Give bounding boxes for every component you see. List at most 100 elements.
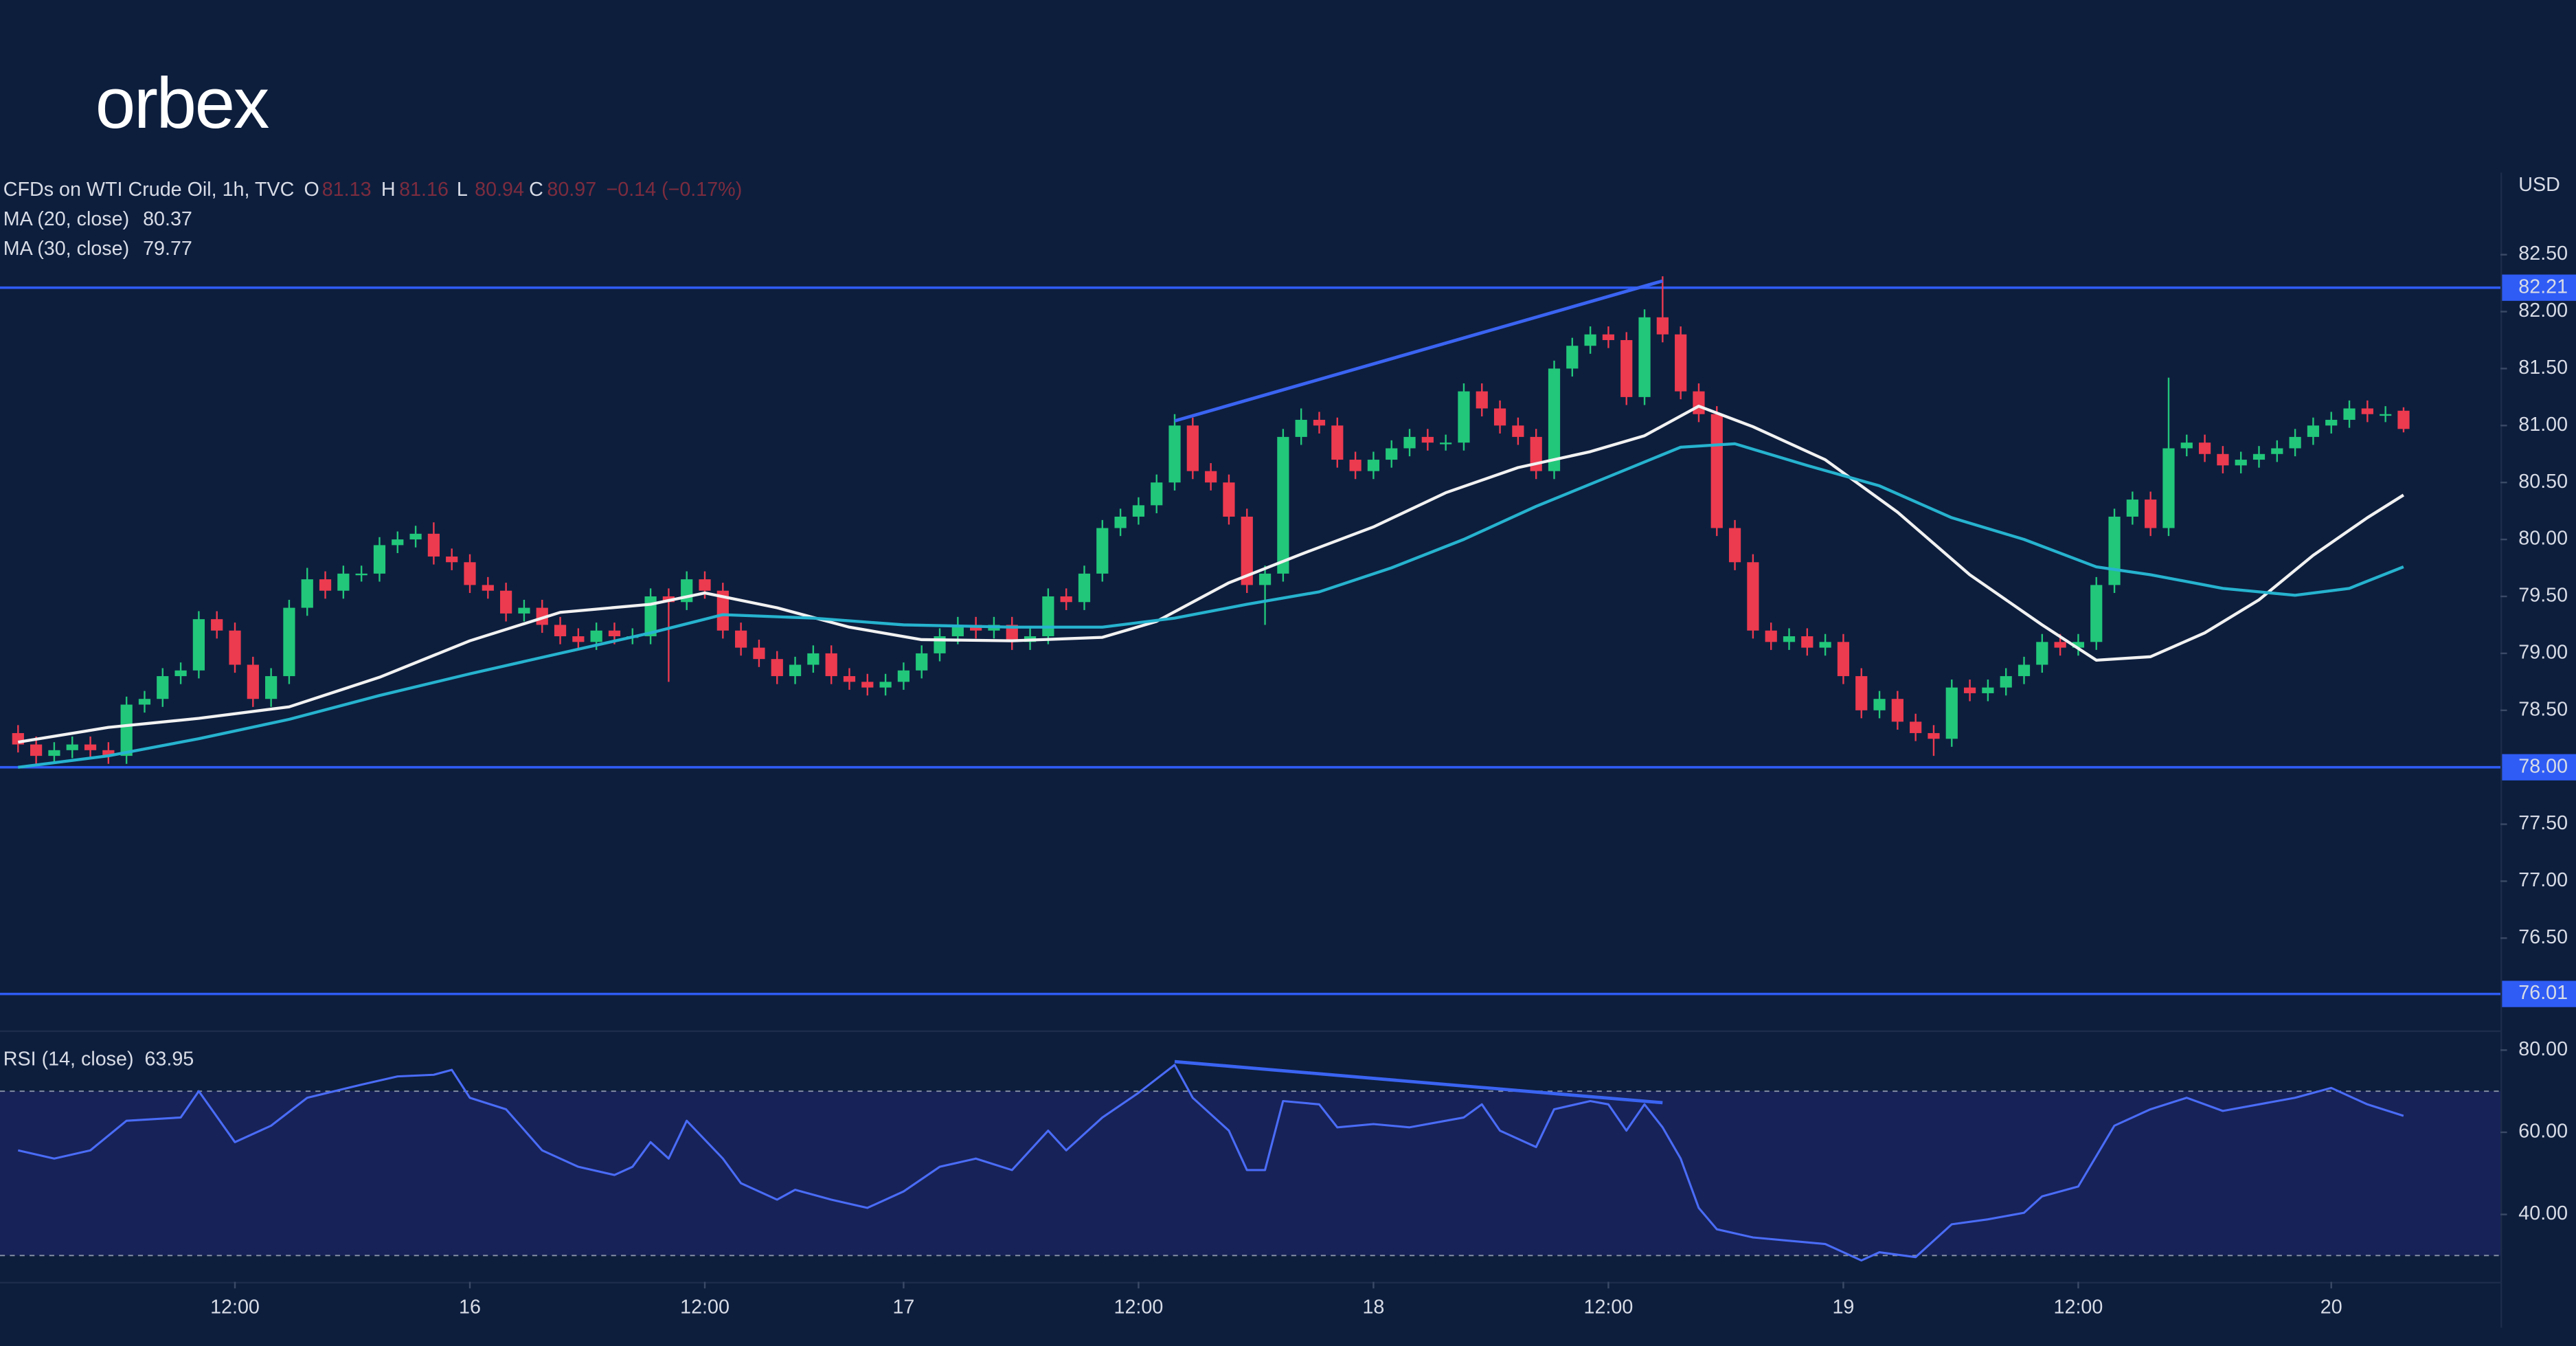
candle-body [825, 653, 837, 677]
candle-body [30, 744, 43, 756]
candle-body [1891, 699, 1903, 722]
level-label: 82.21 [2518, 276, 2568, 298]
candle-body [2380, 414, 2392, 416]
rsi-legend: RSI (14, close) [3, 1048, 134, 1070]
candle-body [1042, 596, 1054, 637]
candle-body [716, 590, 729, 631]
candle-body [319, 579, 332, 591]
candle-body [2090, 585, 2103, 642]
ohlc-label: C [529, 179, 543, 201]
candle-body [2235, 460, 2247, 466]
candle-body [2108, 516, 2121, 585]
ohlc-value: 81.16 [399, 179, 449, 201]
candle-body [2126, 500, 2138, 517]
y-tick-label: 79.50 [2518, 585, 2568, 607]
candle-body [1349, 460, 1362, 471]
trend-line [1174, 1059, 1663, 1105]
candle-body [807, 653, 820, 665]
candle-body [608, 630, 621, 637]
candle-body [1584, 334, 1596, 346]
candle-body [211, 619, 223, 631]
candle-body [1223, 482, 1235, 517]
x-tick-label: 16 [459, 1296, 481, 1318]
candle-body [427, 533, 440, 557]
candle-body [337, 573, 350, 591]
x-tick-label: 12:00 [1114, 1296, 1164, 1318]
y-tick-label: 40.00 [2518, 1202, 2568, 1224]
rsi-last-value: 63.95 [144, 1048, 194, 1070]
candle-body [157, 676, 169, 699]
candle-body [1566, 346, 1579, 369]
ohlc-value: 80.94 [475, 179, 524, 201]
candle-body [1458, 391, 1470, 443]
candle-body [1693, 391, 1705, 414]
candle-body [1837, 642, 1850, 677]
candle-body [699, 579, 711, 591]
ma-legend: MA (30, close) [3, 238, 129, 260]
candle-body [409, 533, 422, 540]
candle-body [2036, 642, 2048, 665]
candle-body [1295, 420, 1307, 437]
candle-body [1620, 339, 1633, 397]
y-tick-label: 80.00 [2518, 1038, 2568, 1060]
candle-body [283, 607, 295, 677]
candle-body [1186, 425, 1199, 471]
candle-body [1963, 687, 1976, 693]
candle-body [120, 704, 133, 756]
candle-body [590, 630, 602, 642]
y-tick-label: 79.00 [2518, 641, 2568, 663]
candle-body [1006, 625, 1018, 642]
y-tick-label: 81.50 [2518, 357, 2568, 379]
candle-body [247, 664, 259, 699]
candle-body [789, 664, 802, 677]
y-tick-label: 60.00 [2518, 1121, 2568, 1143]
candle-body [1819, 642, 1831, 648]
x-tick-label: 18 [1362, 1296, 1384, 1318]
level-label: 76.01 [2518, 982, 2568, 1004]
level-label: 78.00 [2518, 755, 2568, 777]
candle-body [2217, 453, 2229, 466]
candle-body [843, 676, 856, 682]
candle-body [265, 676, 278, 699]
moving-average [17, 404, 2405, 744]
candle-body [1982, 687, 1994, 693]
candle-body [735, 630, 747, 648]
candle-body [2289, 436, 2301, 449]
candle-body [1403, 436, 1416, 449]
ohlc-label: H [381, 179, 396, 201]
candle-body [2198, 442, 2211, 454]
candle-body [2397, 410, 2410, 429]
candle-body [192, 619, 205, 671]
candle-body [2162, 448, 2175, 528]
candle-body [518, 607, 530, 614]
level-label-box [2502, 980, 2576, 1007]
candle-body [1096, 528, 1109, 574]
candle-body [1114, 516, 1127, 528]
candle-body [2271, 448, 2283, 454]
candle-body [2361, 408, 2373, 414]
candle-body [66, 744, 78, 750]
level-label-box [2502, 274, 2576, 301]
x-tick-label: 12:00 [1584, 1296, 1634, 1318]
candle-body [951, 625, 964, 637]
candle-body [301, 579, 313, 608]
candle-body [1728, 528, 1741, 563]
candle-body [1313, 420, 1326, 426]
candle-body [861, 682, 874, 688]
y-tick-label: 78.50 [2518, 698, 2568, 720]
ohlc-label: L [457, 179, 468, 201]
candle-body [2343, 408, 2355, 420]
candle-body [1602, 334, 1615, 340]
candle-body [1476, 391, 1488, 409]
candle-body [554, 625, 567, 637]
candle-body [1277, 436, 1289, 574]
candle-body [1241, 516, 1253, 585]
candle-body [48, 750, 60, 756]
logo: orbex [95, 63, 269, 144]
candle-body [1205, 471, 1217, 483]
candle-body [2018, 664, 2031, 677]
candle-body [1747, 562, 1759, 631]
candle-body [355, 573, 368, 576]
x-tick-label: 20 [2320, 1296, 2342, 1318]
candle-body [1801, 636, 1814, 648]
